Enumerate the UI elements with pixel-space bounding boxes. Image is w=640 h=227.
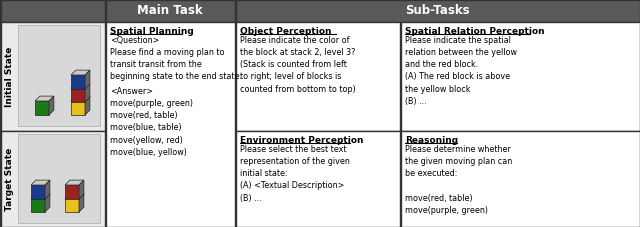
Text: Reasoning: Reasoning — [405, 135, 458, 144]
Bar — [236, 131, 399, 227]
Bar — [106, 0, 234, 22]
Text: Please indicate the color of
the block at stack 2, level 3?
(Stack is counted fr: Please indicate the color of the block a… — [240, 36, 356, 93]
Text: Object Perception: Object Perception — [240, 27, 332, 36]
Bar — [71, 76, 85, 90]
Bar — [1, 0, 104, 22]
Polygon shape — [65, 180, 84, 185]
Text: Please select the best text
representation of the given
initial state:
(A) <Text: Please select the best text representati… — [240, 144, 350, 202]
Polygon shape — [65, 193, 84, 198]
Bar — [106, 22, 234, 227]
Polygon shape — [71, 84, 90, 89]
Bar — [401, 131, 639, 227]
Polygon shape — [85, 84, 90, 103]
Bar — [18, 26, 100, 126]
Bar — [236, 22, 399, 131]
Bar — [65, 185, 79, 199]
Polygon shape — [35, 97, 54, 101]
Text: Please determine whether
the given moving plan can
be executed:

move(red, table: Please determine whether the given movin… — [405, 144, 512, 214]
Bar — [65, 198, 79, 212]
Text: Target State: Target State — [6, 147, 15, 210]
Text: <Answer>
move(purple, green)
move(red, table)
move(blue, table)
move(yellow, red: <Answer> move(purple, green) move(red, t… — [110, 87, 193, 156]
Bar — [18, 134, 100, 223]
Polygon shape — [45, 180, 50, 199]
Polygon shape — [49, 97, 54, 116]
Polygon shape — [85, 71, 90, 90]
Text: Spatial Planning: Spatial Planning — [110, 27, 194, 36]
Bar — [35, 101, 49, 116]
Text: Please indicate the spatial
relation between the yellow
and the red block.
(A) T: Please indicate the spatial relation bet… — [405, 36, 517, 105]
Polygon shape — [71, 97, 90, 101]
Bar — [71, 89, 85, 103]
Bar — [401, 22, 639, 131]
Polygon shape — [31, 193, 50, 198]
Polygon shape — [31, 180, 50, 185]
Text: Main Task: Main Task — [137, 5, 203, 17]
Bar — [71, 101, 85, 116]
Text: Initial State: Initial State — [6, 46, 15, 106]
Bar — [1, 22, 104, 131]
Polygon shape — [85, 97, 90, 116]
Polygon shape — [79, 193, 84, 212]
Bar — [31, 198, 45, 212]
Polygon shape — [71, 71, 90, 76]
Bar — [236, 0, 639, 22]
Text: Spatial Relation Perception: Spatial Relation Perception — [405, 27, 545, 36]
Bar — [31, 185, 45, 199]
Text: Environment Perception: Environment Perception — [240, 135, 364, 144]
Text: <Question>
Please find a moving plan to
transit transit from the
beginning state: <Question> Please find a moving plan to … — [110, 36, 242, 81]
Text: Sub-Tasks: Sub-Tasks — [405, 5, 470, 17]
Bar — [1, 131, 104, 227]
Polygon shape — [45, 193, 50, 212]
Polygon shape — [79, 180, 84, 199]
